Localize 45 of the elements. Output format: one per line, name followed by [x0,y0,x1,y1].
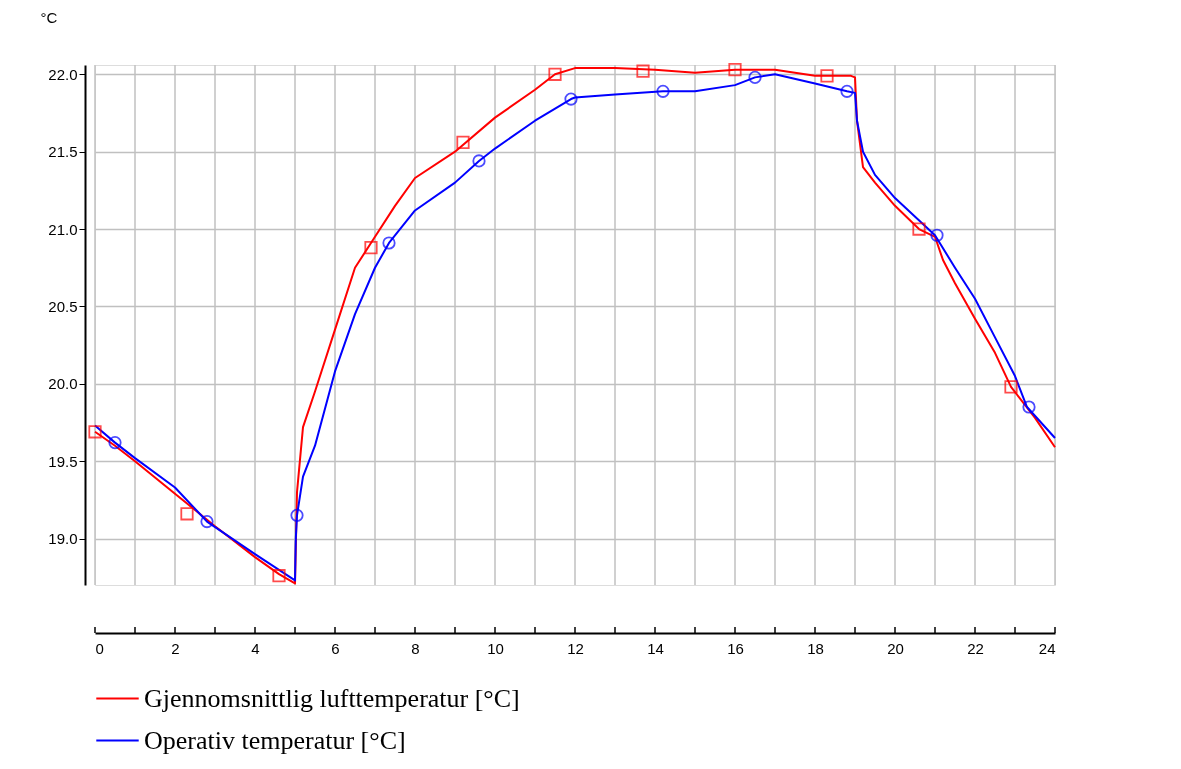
point [1022,400,1036,414]
point [272,569,286,583]
x-tick-label: 18 [807,639,824,657]
x-tick-label: 6 [331,639,340,657]
x-tick-label: 16 [727,639,744,657]
x-tick-label: 14 [647,639,664,657]
point [1004,380,1018,394]
point [548,67,562,81]
point [364,241,378,255]
y-tick-label: 21.0 [48,220,78,238]
point [930,228,944,242]
point [748,70,762,84]
point [636,64,650,78]
x-tick-label: 24 [1038,639,1056,657]
y-tick-label: 19.0 [48,530,78,548]
x-tick-label: 10 [487,639,504,657]
point [290,508,304,522]
point [472,154,486,168]
x-tick-label: 4 [251,639,260,657]
point [456,135,470,149]
x-tick-label: 2 [171,639,180,657]
x-tick-label: 0 [95,639,104,657]
x-tick-label: 20 [887,639,904,657]
y-tick-label: 22.0 [48,65,78,83]
point [728,63,742,77]
point [200,514,214,529]
point [840,84,854,98]
point [564,92,578,106]
point [820,69,834,83]
point [88,425,102,439]
point [180,507,194,521]
y-tick-label: 20.0 [48,375,78,393]
point [108,436,122,450]
y-tick-label: 20.5 [48,297,78,315]
legend-label: Operativ temperatur [°C] [144,725,406,755]
point [382,236,396,250]
point [656,84,670,98]
legend-label: Gjennomsnittlig lufttemperatur [°C] [144,683,520,713]
y-tick-label: 21.5 [48,143,78,161]
x-tick-label: 8 [411,639,420,657]
y-tick-label: 19.5 [48,452,78,470]
x-tick-label: 12 [567,639,584,657]
y-axis-title: °C [40,8,58,26]
point [912,222,926,236]
x-tick-label: 22 [967,639,984,657]
